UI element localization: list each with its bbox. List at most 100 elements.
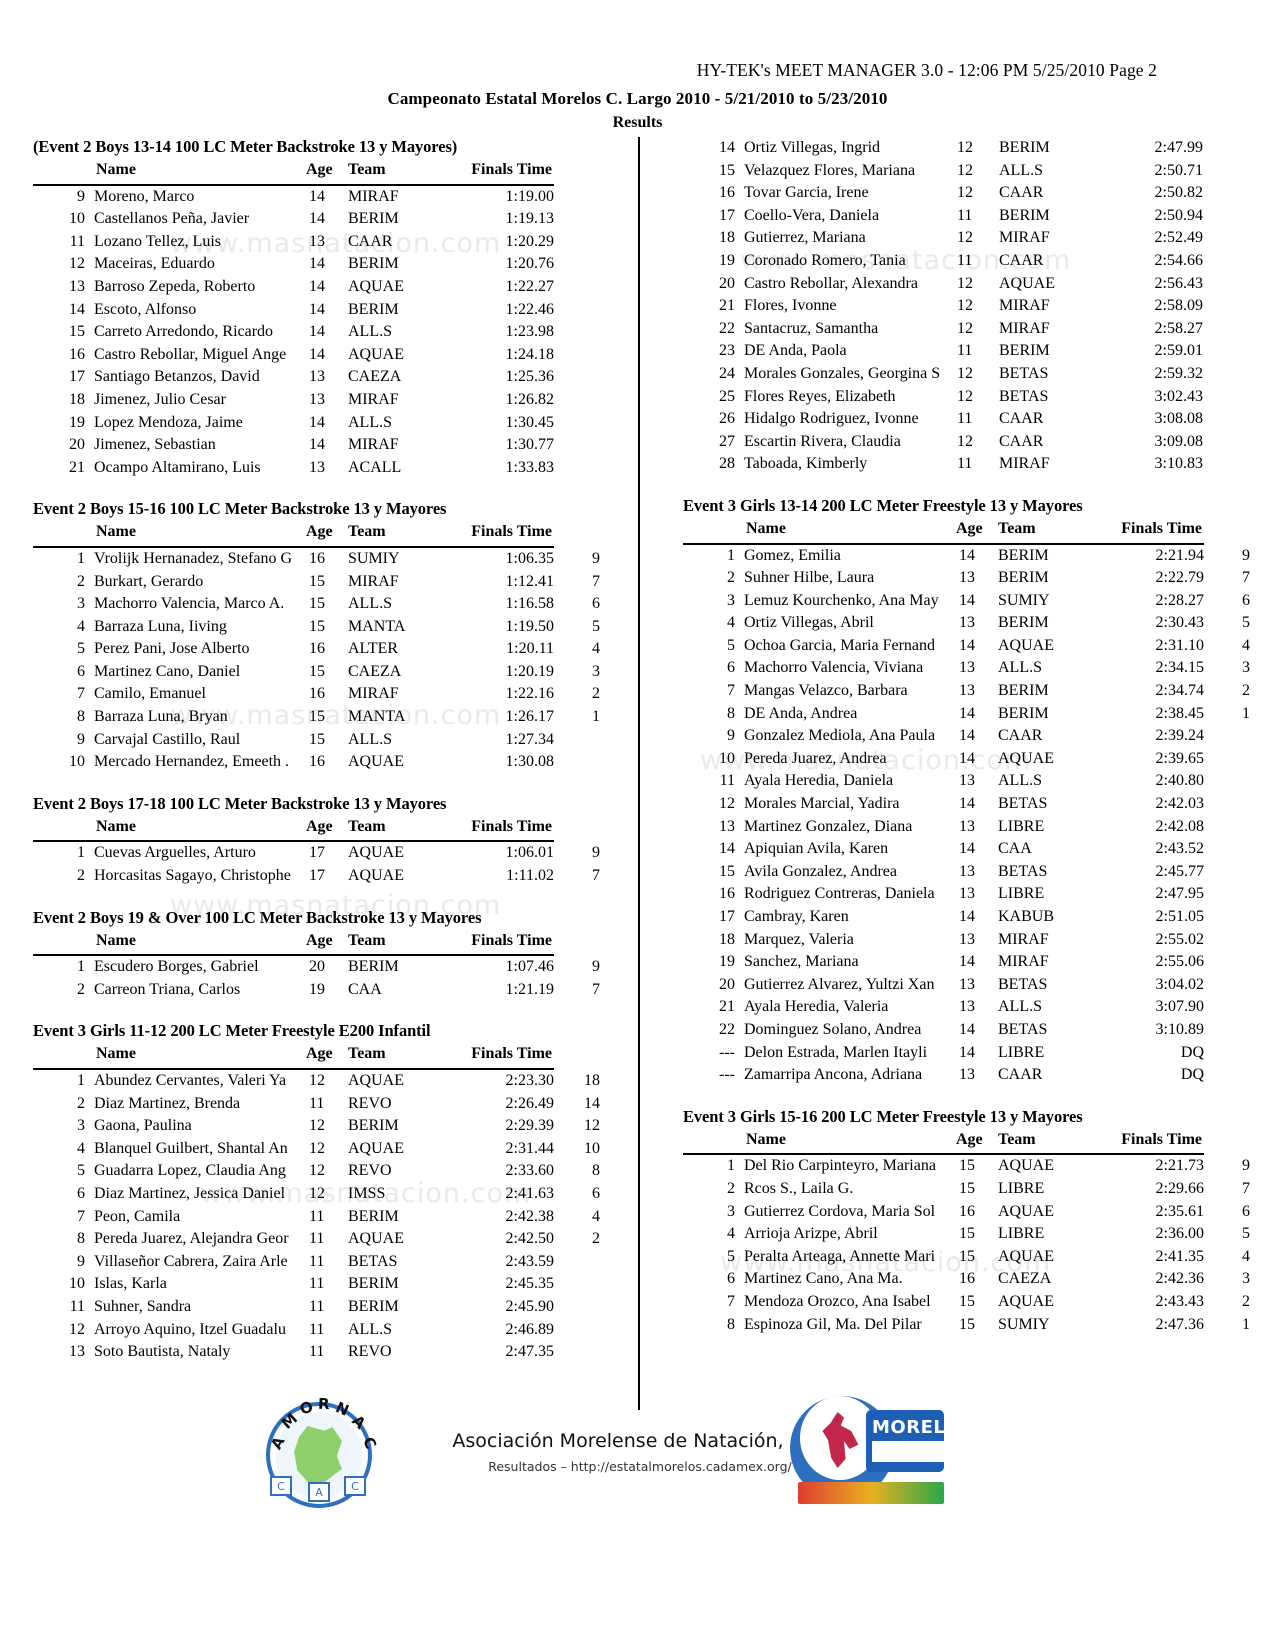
points-cell: 6 bbox=[1242, 1202, 1250, 1220]
team-cell: CAAR bbox=[999, 184, 1044, 202]
age-cell: 15 bbox=[959, 1157, 975, 1175]
finals-time-cell: 1:20.76 bbox=[505, 255, 554, 273]
age-cell: 11 bbox=[309, 1343, 325, 1361]
table-row: 27 Escartin Rivera, Claudia 12 CAAR 3:09.08 bbox=[683, 431, 1255, 454]
age-cell: 12 bbox=[957, 161, 973, 179]
finals-time-cell: 1:30.77 bbox=[505, 436, 554, 454]
table-row: 13 Barroso Zepeda, Roberto 14 AQUAE 1:22.27 bbox=[33, 276, 606, 299]
finals-time-cell: 2:22.79 bbox=[1155, 569, 1204, 587]
finals-time-cell: 2:43.52 bbox=[1155, 840, 1204, 858]
swimmer-name-cell: Flores, Ivonne bbox=[744, 297, 837, 315]
team-cell: BERIM bbox=[999, 206, 1050, 224]
meet-title: Campeonato Estatal Morelos C. Largo 2010… bbox=[387, 89, 888, 108]
event-title: (Event 2 Boys 13-14 100 LC Meter Backstr… bbox=[33, 137, 458, 156]
place-cell: 9 bbox=[77, 187, 85, 205]
place-cell: 16 bbox=[719, 184, 735, 202]
column-header: Team bbox=[348, 1045, 386, 1063]
table-row: 12 Arroyo Aquino, Itzel Guadalu 11 ALL.S 2:4… bbox=[33, 1319, 606, 1342]
table-row: 12 Morales Marcial, Yadira 14 BETAS 2:42.03 bbox=[683, 793, 1256, 816]
age-cell: 14 bbox=[959, 1020, 975, 1038]
swimmer-name-cell: Delon Estrada, Marlen Itayli bbox=[744, 1043, 928, 1061]
age-cell: 11 bbox=[309, 1320, 325, 1338]
swimmer-name-cell: Gutierrez, Mariana bbox=[744, 229, 866, 247]
swimmer-name-cell: Arroyo Aquino, Itzel Guadalu bbox=[94, 1320, 286, 1338]
table-row: 6 Diaz Martinez, Jessica Daniel 12 IMSS 2:41… bbox=[33, 1183, 606, 1206]
finals-time-cell: 2:50.71 bbox=[1154, 161, 1203, 179]
place-cell: 7 bbox=[727, 682, 735, 700]
table-row: 4 Barraza Luna, Iiving 15 MANTA 1:19.50 5 bbox=[33, 616, 606, 639]
place-cell: 7 bbox=[77, 685, 85, 703]
event-title: Event 2 Boys 19 & Over 100 LC Meter Back… bbox=[33, 907, 482, 927]
column-header: Team bbox=[348, 523, 386, 541]
points-cell bbox=[1204, 725, 1256, 748]
swimmer-name-cell: Espinoza Gil, Ma. Del Pilar bbox=[744, 1315, 922, 1333]
place-cell: 18 bbox=[69, 390, 85, 408]
age-cell: 16 bbox=[959, 1270, 975, 1288]
finals-time-cell: 1:22.46 bbox=[505, 300, 554, 318]
finals-time-cell: 1:25.36 bbox=[505, 368, 554, 386]
place-cell: 5 bbox=[77, 1162, 85, 1180]
age-cell: 15 bbox=[959, 1179, 975, 1197]
team-cell: MIRAF bbox=[348, 390, 399, 408]
finals-time-cell: 2:34.74 bbox=[1155, 682, 1204, 700]
results-url[interactable]: Resultados – http://estatalmorelos.cadam… bbox=[488, 1459, 792, 1474]
table-row: 9 Gonzalez Mediola, Ana Paula 14 CAAR 2:39.2… bbox=[683, 725, 1256, 748]
swimmer-name-cell: Vrolijk Hernanadez, Stefano G bbox=[94, 549, 293, 567]
finals-time-cell: 2:33.60 bbox=[505, 1162, 554, 1180]
age-cell: 13 bbox=[959, 817, 975, 835]
team-cell: AQUAE bbox=[348, 867, 404, 885]
finals-time-cell: 2:28.27 bbox=[1155, 591, 1204, 609]
age-cell: 12 bbox=[957, 297, 973, 315]
swimmer-name-cell: Avila Gonzalez, Andrea bbox=[744, 862, 897, 880]
table-row: 21 Ocampo Altamirano, Luis 13 ACALL 1:33.83 bbox=[33, 457, 606, 480]
points-cell: 7 bbox=[592, 867, 600, 885]
event-block: Event 2 Boys 19 & Over 100 LC Meter Back… bbox=[33, 907, 600, 1002]
place-cell: 15 bbox=[69, 323, 85, 341]
table-row: 9 Carvajal Castillo, Raul 15 ALL.S 1:27.34 bbox=[33, 729, 606, 752]
results-table: Name Age Team Finals Time 9 Moreno, Marco 14 MI… bbox=[33, 159, 606, 479]
team-cell: BETAS bbox=[999, 387, 1049, 405]
age-cell: 12 bbox=[957, 387, 973, 405]
table-row: 15 Carreto Arredondo, Ricardo 14 ALL.S 1:23.… bbox=[33, 321, 606, 344]
results-table: 14 Ortiz Villegas, Ingrid 12 BERIM 2:47.99 15… bbox=[683, 137, 1255, 476]
swimmer-name-cell: Carreto Arredondo, Ricardo bbox=[94, 323, 274, 341]
age-cell: 16 bbox=[309, 753, 325, 771]
column-header bbox=[33, 159, 94, 182]
column-header: Team bbox=[348, 161, 386, 178]
points-cell bbox=[1203, 386, 1255, 409]
finals-time-cell: 2:47.99 bbox=[1154, 139, 1203, 156]
points-cell: 7 bbox=[1242, 569, 1250, 587]
place-cell: 1 bbox=[77, 549, 85, 567]
swimmer-name-cell: Islas, Karla bbox=[94, 1275, 167, 1293]
finals-time-cell: 1:22.16 bbox=[505, 685, 554, 703]
amornac-box-2: A bbox=[308, 1482, 330, 1502]
table-row: 5 Ochoa Garcia, Maria Fernand 14 AQUAE 2:31.… bbox=[683, 635, 1256, 658]
header-rule bbox=[683, 1151, 1256, 1156]
finals-time-cell: 2:58.27 bbox=[1154, 319, 1203, 337]
place-cell: 12 bbox=[719, 795, 735, 813]
age-cell: 14 bbox=[959, 840, 975, 858]
points-cell bbox=[1204, 974, 1256, 997]
age-cell: 13 bbox=[959, 659, 975, 677]
table-row: 7 Mendoza Orozco, Ana Isabel 15 AQUAE 2:43.4… bbox=[683, 1291, 1256, 1314]
team-cell: BERIM bbox=[998, 704, 1049, 722]
table-row: 19 Lopez Mendoza, Jaime 14 ALL.S 1:30.45 bbox=[33, 412, 606, 435]
place-cell: 1 bbox=[727, 546, 735, 564]
place-cell: 1 bbox=[727, 1157, 735, 1175]
age-cell: 12 bbox=[309, 1184, 325, 1202]
team-cell: ALL.S bbox=[348, 323, 392, 341]
team-cell: MIRAF bbox=[998, 953, 1049, 971]
finals-time-cell: 2:59.01 bbox=[1154, 342, 1203, 360]
age-cell: 13 bbox=[959, 998, 975, 1016]
finals-time-cell: DQ bbox=[1180, 1066, 1204, 1084]
team-cell: SUMIY bbox=[998, 1315, 1050, 1333]
points-cell: 2 bbox=[1242, 1292, 1250, 1310]
team-cell: MIRAF bbox=[999, 319, 1050, 337]
table-row: 19 Sanchez, Mariana 14 MIRAF 2:55.06 bbox=[683, 951, 1256, 974]
team-cell: ALL.S bbox=[348, 1320, 392, 1338]
team-cell: BERIM bbox=[348, 1117, 399, 1135]
swimmer-name-cell: Diaz Martinez, Brenda bbox=[94, 1094, 241, 1112]
team-cell: CAEZA bbox=[348, 368, 402, 386]
age-cell: 14 bbox=[309, 210, 325, 228]
swimmer-name-cell: Morales Gonzales, Georgina S bbox=[744, 364, 941, 382]
